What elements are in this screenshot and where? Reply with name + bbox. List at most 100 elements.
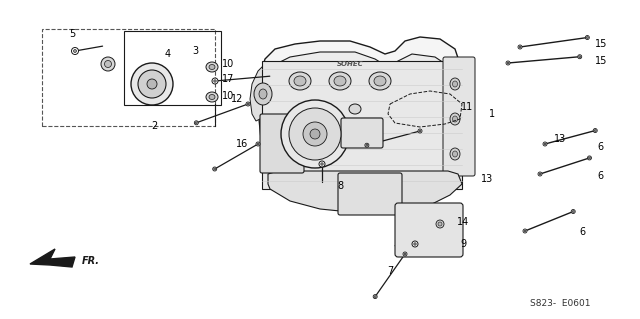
Ellipse shape [452,81,458,87]
Ellipse shape [254,83,272,105]
Ellipse shape [214,80,216,82]
Polygon shape [250,64,278,121]
Ellipse shape [104,61,111,68]
Polygon shape [268,171,462,213]
Text: 9: 9 [460,239,466,249]
Ellipse shape [523,229,527,233]
Text: 12: 12 [231,94,243,104]
Ellipse shape [578,55,582,59]
Ellipse shape [209,94,215,100]
Ellipse shape [586,37,588,39]
Ellipse shape [319,161,325,167]
Ellipse shape [257,143,259,145]
Ellipse shape [281,100,349,168]
FancyBboxPatch shape [338,173,402,215]
Text: 1: 1 [489,109,495,119]
Text: 11: 11 [461,102,473,112]
Ellipse shape [256,142,260,146]
Ellipse shape [414,243,416,245]
Ellipse shape [507,62,509,64]
Ellipse shape [131,63,173,105]
Ellipse shape [334,76,346,86]
Ellipse shape [321,163,323,165]
Text: 10: 10 [222,91,234,101]
FancyBboxPatch shape [443,57,475,176]
Ellipse shape [310,129,320,139]
Ellipse shape [543,142,547,146]
Text: 6: 6 [579,227,585,237]
Ellipse shape [72,48,79,55]
Ellipse shape [593,129,597,132]
Polygon shape [268,52,452,109]
Ellipse shape [438,222,442,226]
Ellipse shape [374,76,386,86]
Ellipse shape [404,253,406,255]
Text: 17: 17 [222,74,234,84]
Ellipse shape [247,103,249,105]
Ellipse shape [572,210,575,213]
Ellipse shape [588,157,591,159]
Text: 6: 6 [597,171,603,181]
Ellipse shape [586,35,589,40]
Text: 2: 2 [151,121,157,131]
Ellipse shape [518,45,522,49]
Ellipse shape [579,56,580,58]
Ellipse shape [418,129,422,133]
FancyBboxPatch shape [395,203,463,257]
Ellipse shape [212,78,218,84]
Polygon shape [258,37,470,213]
Ellipse shape [450,113,460,125]
Bar [42,29,215,126]
Bar [262,61,462,189]
Ellipse shape [195,122,197,124]
Ellipse shape [506,61,510,65]
Ellipse shape [524,230,526,232]
FancyBboxPatch shape [260,114,304,173]
Text: 13: 13 [481,174,493,184]
Text: FR.: FR. [82,256,100,266]
Ellipse shape [369,72,391,90]
Ellipse shape [212,167,217,171]
Ellipse shape [209,64,215,70]
Text: 6: 6 [597,142,603,152]
Ellipse shape [289,108,341,160]
Ellipse shape [289,72,311,90]
Text: 15: 15 [595,39,607,49]
Ellipse shape [412,241,418,247]
Text: 13: 13 [554,134,566,144]
Ellipse shape [246,102,250,106]
Ellipse shape [544,143,546,145]
Ellipse shape [259,89,267,99]
Text: 15: 15 [595,56,607,66]
Ellipse shape [374,296,376,298]
Ellipse shape [195,121,198,125]
Ellipse shape [452,151,458,157]
Ellipse shape [403,252,407,256]
Ellipse shape [206,62,218,72]
Ellipse shape [294,76,306,86]
Text: 7: 7 [387,266,393,276]
FancyBboxPatch shape [341,118,383,148]
Ellipse shape [206,92,218,102]
Ellipse shape [594,130,596,131]
Ellipse shape [572,211,574,212]
Ellipse shape [365,143,369,147]
Ellipse shape [329,72,351,90]
Ellipse shape [366,144,368,146]
Text: 16: 16 [236,139,248,149]
Polygon shape [30,249,75,267]
Ellipse shape [588,156,591,160]
Ellipse shape [539,173,541,175]
Ellipse shape [349,104,361,114]
Ellipse shape [303,122,327,146]
Text: S823-  E0601: S823- E0601 [530,300,590,308]
Ellipse shape [450,78,460,90]
Ellipse shape [436,220,444,228]
Text: 4: 4 [165,49,171,59]
Ellipse shape [419,130,421,132]
Text: 8: 8 [337,181,343,191]
Ellipse shape [373,294,377,299]
Ellipse shape [138,70,166,98]
Ellipse shape [538,172,542,176]
Ellipse shape [74,49,76,52]
